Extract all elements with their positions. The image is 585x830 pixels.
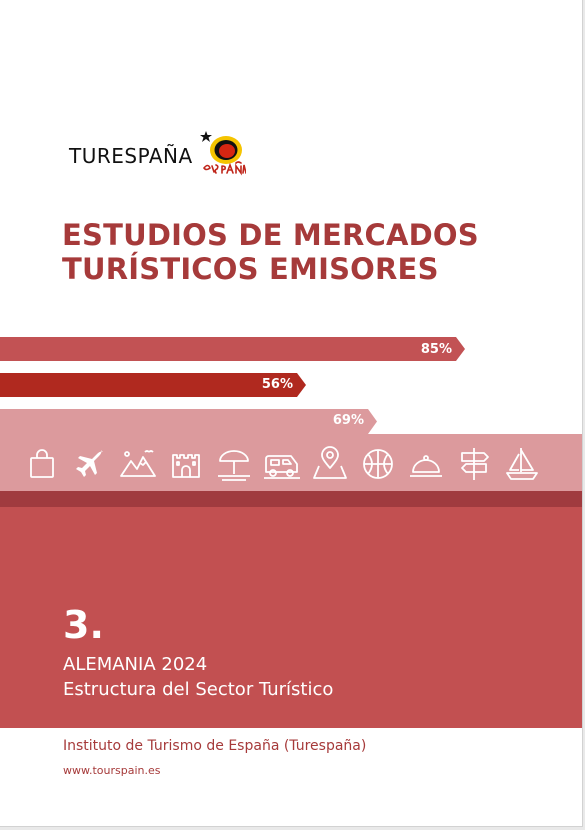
percentage-bar-2-label: 56% [261, 377, 293, 392]
percentage-bar-1-label: 85% [420, 342, 452, 357]
website-link[interactable]: www.tourspain.es [63, 764, 161, 777]
chapter-block [0, 507, 582, 728]
logo-wordmark: TURESPAÑA [69, 144, 193, 168]
report-title-line-1: ESTUDIOS DE MERCADOS [62, 218, 479, 252]
map-pin-icon [313, 446, 347, 479]
report-title: ESTUDIOS DE MERCADOS TURÍSTICOS EMISORES [62, 218, 479, 286]
beach-umbrella-icon [218, 450, 250, 481]
percentage-bar-1 [0, 337, 465, 361]
shopping-bag-icon [30, 449, 54, 478]
tourism-icon-strip [0, 434, 582, 491]
percentage-bar-3-fill [0, 409, 377, 434]
divider-band [0, 491, 582, 507]
turespana-logo: TURESPAÑA [63, 128, 253, 180]
sailboat-icon [506, 448, 538, 480]
institute-name: Instituto de Turismo de España (Turespañ… [63, 738, 367, 754]
castle-icon [172, 454, 200, 478]
chapter-country: ALEMANIA 2024 [63, 654, 208, 675]
tourism-icon-row [22, 444, 542, 484]
percentage-bar-1-fill [0, 337, 465, 361]
signpost-icon [461, 448, 489, 480]
espana-sun-logo-icon [200, 131, 246, 176]
chapter-number: 3. [63, 603, 104, 647]
percentage-bar-2 [0, 373, 306, 397]
chapter-subtitle: Estructura del Sector Turístico [63, 679, 334, 700]
basketball-icon [363, 449, 393, 479]
campervan-icon [264, 455, 300, 479]
percentage-bar-3-label: 69% [332, 413, 364, 428]
airplane-icon [76, 450, 103, 477]
mountains-icon [120, 450, 156, 477]
percentage-bar-2-fill [0, 373, 306, 397]
cloche-icon [410, 455, 442, 477]
percentage-bar-3 [0, 409, 377, 434]
report-title-line-2: TURÍSTICOS EMISORES [62, 252, 439, 286]
